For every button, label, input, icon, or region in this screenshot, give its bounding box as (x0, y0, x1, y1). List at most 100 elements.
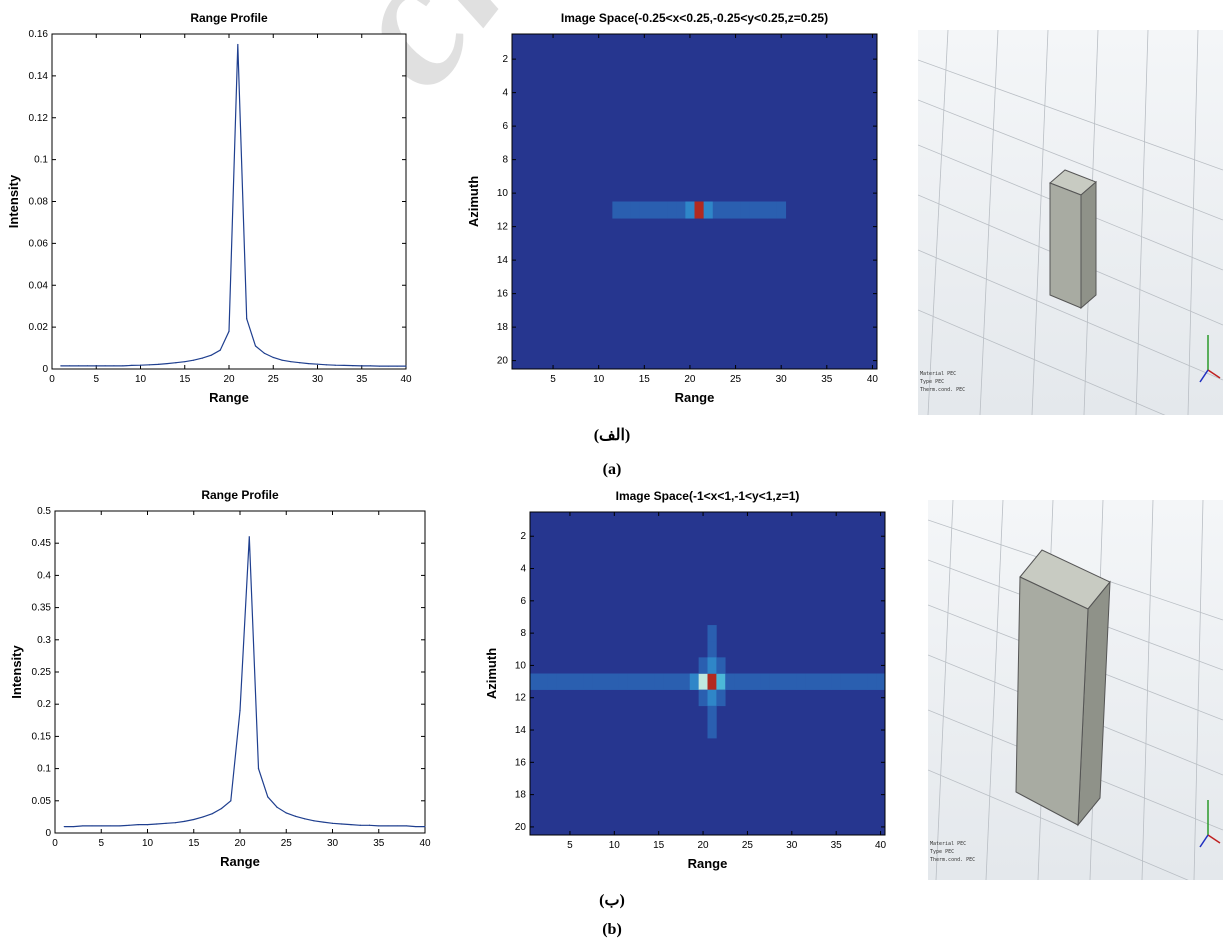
cst-render-b: Material PEC Type PEC Therm.cond. PEC (928, 500, 1223, 880)
data-point (290, 361, 292, 363)
data-point (246, 318, 248, 320)
heatmap-cell (601, 673, 611, 690)
pec-box-a (1049, 169, 1097, 310)
image-space-chart-a: Image Space(-0.25<x<0.25,-0.25<y<0.25,z=… (466, 11, 878, 405)
axes-gizmo-a (1199, 335, 1221, 383)
heatmap-cell (618, 673, 628, 690)
data-point (263, 352, 265, 354)
heatmap-cell (685, 201, 695, 219)
heatmap-cell (658, 201, 668, 219)
data-point (352, 365, 354, 367)
heatmap-cell (716, 673, 726, 690)
x-tick-label: 15 (188, 838, 200, 849)
heatmap-cell (721, 201, 732, 219)
heatmap-cell (694, 201, 704, 219)
data-point (359, 824, 361, 826)
data-point (370, 365, 372, 367)
x-axis-label: Range (675, 390, 715, 405)
y-tick-label: 0.3 (37, 635, 51, 646)
x-tick-label: 25 (281, 838, 293, 849)
range-profile-line (64, 536, 425, 828)
data-point (148, 364, 150, 366)
data-point (387, 825, 389, 827)
y-tick-label: 12 (497, 222, 509, 233)
y-tick-label: 16 (515, 757, 527, 768)
heatmap-cell (707, 625, 717, 642)
data-point (211, 813, 213, 815)
x-tick-label: 15 (639, 374, 651, 385)
heatmap-cell (630, 201, 641, 219)
cst-scene-b (928, 500, 1223, 880)
x-tick-label: 40 (875, 840, 887, 851)
heatmap-cell (689, 673, 699, 690)
data-point (361, 365, 363, 367)
x-tick-label: 5 (567, 840, 573, 851)
y-axis-label: Azimuth (466, 176, 481, 227)
heatmap-cell (840, 673, 850, 690)
caption-a: (a) (602, 461, 622, 478)
data-point (248, 536, 250, 538)
x-tick-label: 20 (223, 374, 235, 385)
data-point (137, 824, 139, 826)
y-tick-label: 0.15 (32, 731, 52, 742)
heatmap-cell (698, 657, 708, 674)
data-point (308, 362, 310, 365)
data-point (183, 820, 186, 823)
y-tick-label: 0.5 (37, 506, 51, 517)
render-legend-b: Material PEC Type PEC Therm.cond. PEC (930, 840, 975, 864)
heatmap-cell (814, 673, 824, 690)
heatmap-cell (749, 201, 759, 219)
data-point (313, 820, 315, 822)
x-axis-label: Range (209, 390, 249, 405)
legend-row-value: PEC (945, 849, 955, 855)
heatmap-cell (751, 673, 762, 690)
data-point (334, 364, 336, 366)
data-point (193, 818, 195, 821)
y-tick-label: 4 (502, 88, 508, 99)
x-tick-label: 35 (821, 374, 833, 385)
y-tick-label: 10 (515, 660, 527, 671)
y-tick-label: 16 (497, 289, 509, 300)
x-tick-label: 30 (776, 374, 788, 385)
cst-scene-a (918, 30, 1223, 415)
heatmap-cell (707, 689, 717, 707)
data-point (86, 365, 88, 367)
heatmap-cell (712, 201, 723, 219)
heatmap-cell (612, 201, 622, 219)
heatmap-cell (734, 673, 744, 690)
data-point (396, 825, 398, 827)
heatmap-cell (805, 673, 815, 690)
heatmap-cell (680, 673, 691, 690)
y-tick-label: 0.2 (37, 699, 51, 710)
y-tick-label: 0.12 (29, 113, 49, 124)
x-tick-label: 35 (831, 840, 843, 851)
data-point (202, 816, 204, 818)
heatmap-cell (849, 673, 859, 690)
data-point (219, 349, 221, 351)
data-point (104, 365, 106, 367)
x-axis-label: Range (688, 856, 728, 871)
axes-gizmo-b (1199, 800, 1221, 848)
data-point (210, 354, 212, 356)
x-tick-label: 40 (419, 838, 431, 849)
x-tick-label: 35 (373, 838, 385, 849)
data-point (184, 361, 186, 363)
legend-row-label: Therm.cond. (920, 387, 954, 393)
y-tick-label: 14 (515, 725, 527, 736)
y-axis-label: Intensity (6, 174, 21, 228)
heatmap-cell (627, 673, 637, 690)
heatmap-cell (663, 673, 673, 690)
heatmap-cell (707, 721, 717, 739)
heatmap-cell (725, 673, 735, 690)
y-tick-label: 0 (42, 364, 48, 375)
x-tick-label: 5 (550, 374, 556, 385)
data-point (128, 824, 130, 826)
y-axis-label: Azimuth (484, 648, 499, 699)
x-tick-label: 0 (52, 838, 58, 849)
ground-grid (918, 30, 1223, 415)
data-point (95, 365, 97, 367)
data-point (113, 365, 115, 367)
heatmap-cell (547, 673, 557, 690)
heatmap-cell (707, 705, 717, 723)
heatmap-cell (787, 673, 797, 690)
